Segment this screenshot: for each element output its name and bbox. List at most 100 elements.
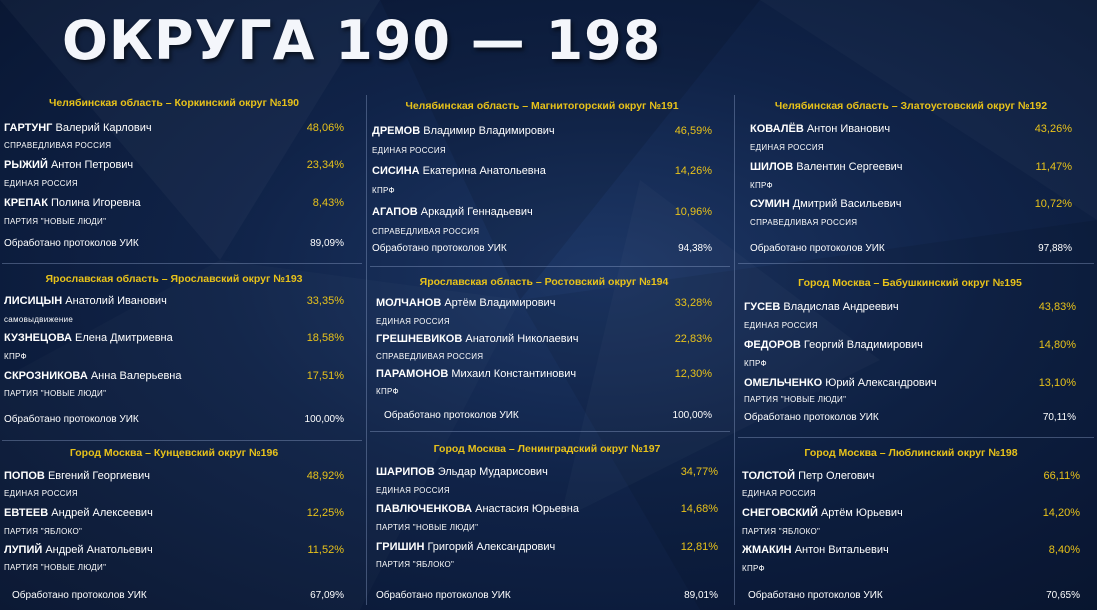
processed-value: 70,11% (1042, 411, 1076, 423)
candidate-row: КУЗНЕЦОВА Елена Дмитриевна 18,58% (4, 330, 344, 346)
candidate-name: Георгий Владимирович (803, 339, 923, 351)
candidate-party: ЕДИНАЯ РОССИЯ (4, 489, 78, 498)
candidate-percent: 34,77% (680, 466, 718, 478)
candidate-name: Эльдар Мударисович (437, 466, 548, 478)
district-card-193: Ярославская область – Ярославский округ … (4, 272, 344, 432)
processed-label: Обработано протоколов УИК (376, 589, 511, 601)
candidate-party: ЕДИНАЯ РОССИЯ (372, 146, 446, 155)
candidate-row: СУМИН Дмитрий Васильевич 10,72% (750, 196, 1072, 212)
candidate-party: ЕДИНАЯ РОССИЯ (744, 321, 818, 330)
row-divider (370, 266, 730, 267)
candidate-percent: 46,59% (674, 125, 712, 137)
processed-value: 67,09% (310, 589, 344, 601)
candidate-surname: СНЕГОВСКИЙ (742, 507, 818, 519)
candidate-name: Валентин Сергеевич (796, 161, 903, 173)
candidate-party: самовыдвижение (4, 315, 74, 324)
processed-label: Обработано протоколов УИК (384, 409, 519, 421)
candidate-percent: 48,92% (306, 470, 344, 482)
processed-value: 89,09% (310, 237, 344, 249)
candidate-name: Андрей Анатольевич (45, 544, 153, 556)
candidate-row: ШИЛОВ Валентин Сергеевич 11,47% (750, 159, 1072, 175)
candidate-percent: 33,35% (306, 295, 344, 307)
candidate-percent: 17,51% (306, 370, 344, 382)
processed-row: Обработано протоколов УИК 70,65% (748, 588, 1080, 602)
district-header: Ярославская область – Ростовский округ №… (419, 276, 669, 288)
district-card-190: Челябинская область – Коркинский округ №… (4, 96, 344, 256)
candidate-party: ЕДИНАЯ РОССИЯ (742, 489, 816, 498)
candidate-name: Григорий Александрович (427, 541, 556, 553)
processed-value: 70,65% (1046, 589, 1080, 601)
candidate-name: Евгений Георгиевич (47, 470, 150, 482)
candidate-row: ПАВЛЮЧЕНКОВА Анастасия Юрьевна 14,68% (376, 501, 718, 517)
candidate-party: ЕДИНАЯ РОССИЯ (750, 143, 824, 152)
candidate-surname: ОМЕЛЬЧЕНКО (744, 377, 823, 389)
candidate-row: КРЕПАК Полина Игоревна 8,43% (4, 195, 344, 211)
processed-value: 100,00% (672, 409, 712, 421)
processed-label: Обработано протоколов УИК (372, 242, 507, 254)
candidate-name: Владимир Владимирович (423, 125, 555, 137)
candidate-row: ГАРТУНГ Валерий Карлович 48,06% (4, 120, 344, 136)
district-header: Город Москва – Кунцевский округ №196 (69, 447, 279, 459)
candidate-percent: 33,28% (674, 297, 712, 309)
candidate-surname: СКРОЗНИКОВА (4, 370, 88, 382)
candidate-row: ПАРАМОНОВ Михаил Константинович 12,30% (376, 366, 712, 382)
candidate-name: Антон Иванович (806, 123, 891, 135)
candidate-party: ПАРТИЯ "ЯБЛОКО" (742, 527, 821, 536)
candidate-name: Антон Петрович (50, 159, 134, 171)
candidate-surname: ГАРТУНГ (4, 122, 53, 134)
candidate-percent: 12,30% (674, 368, 712, 380)
district-header: Челябинская область – Коркинский округ №… (48, 97, 300, 109)
candidate-percent: 12,25% (306, 507, 344, 519)
candidate-percent: 14,80% (1038, 339, 1076, 351)
candidate-surname: ТОЛСТОЙ (742, 470, 796, 482)
candidate-percent: 12,81% (680, 541, 718, 553)
row-divider (2, 440, 362, 441)
candidate-row: ОМЕЛЬЧЕНКО Юрий Александрович 13,10% (744, 375, 1076, 391)
row-divider (738, 437, 1094, 438)
row-divider (2, 263, 362, 264)
candidate-surname: ШАРИПОВ (376, 466, 435, 478)
row-divider (370, 431, 730, 432)
candidate-percent: 14,20% (1042, 507, 1080, 519)
candidate-party: КПРФ (750, 181, 773, 190)
candidate-surname: ГРИШИН (376, 541, 425, 553)
candidate-surname: ЕВТЕЕВ (4, 507, 49, 519)
candidate-row: ГУСЕВ Владислав Андреевич 43,83% (744, 299, 1076, 315)
candidate-party: СПРАВЕДЛИВАЯ РОССИЯ (4, 141, 112, 150)
candidate-name: Анна Валерьевна (90, 370, 182, 382)
processed-value: 89,01% (684, 589, 718, 601)
candidate-percent: 13,10% (1038, 377, 1076, 389)
candidate-party: ПАРТИЯ "НОВЫЕ ЛЮДИ" (744, 395, 847, 404)
candidate-surname: СИСИНА (372, 165, 420, 177)
candidate-surname: КОВАЛЁВ (750, 123, 804, 135)
district-header: Челябинская область – Златоустовский окр… (774, 100, 1048, 112)
candidate-name: Юрий Александрович (825, 377, 937, 389)
candidate-party: ЕДИНАЯ РОССИЯ (376, 486, 450, 495)
candidate-name: Андрей Алексеевич (51, 507, 153, 519)
candidate-row: ЕВТЕЕВ Андрей Алексеевич 12,25% (4, 505, 344, 521)
candidate-surname: ПАРАМОНОВ (376, 368, 449, 380)
candidate-row: СИСИНА Екатерина Анатольевна 14,26% (372, 163, 712, 179)
candidate-row: РЫЖИЙ Антон Петрович 23,34% (4, 157, 344, 173)
candidate-surname: ГРЕШНЕВИКОВ (376, 333, 463, 345)
row-divider (738, 263, 1094, 264)
candidate-row: МОЛЧАНОВ Артём Владимирович 33,28% (376, 295, 712, 311)
processed-label: Обработано протоколов УИК (4, 237, 139, 249)
candidate-party: КПРФ (372, 186, 395, 195)
candidate-name: Елена Дмитриевна (75, 332, 173, 344)
processed-row: Обработано протоколов УИК 94,38% (372, 241, 712, 255)
candidate-row: ПОПОВ Евгений Георгиевич 48,92% (4, 468, 344, 484)
processed-label: Обработано протоколов УИК (4, 413, 139, 425)
district-header: Город Москва – Ленинградский округ №197 (433, 443, 661, 455)
candidate-surname: АГАПОВ (372, 206, 418, 218)
candidate-name: Владислав Андреевич (783, 301, 899, 313)
candidate-party: ПАРТИЯ "НОВЫЕ ЛЮДИ" (4, 389, 107, 398)
candidate-party: ЕДИНАЯ РОССИЯ (4, 179, 78, 188)
district-card-198: Город Москва – Люблинский округ №198 ТОЛ… (742, 446, 1080, 606)
district-header: Челябинская область – Магнитогорский окр… (405, 100, 679, 112)
candidate-party: КПРФ (744, 359, 767, 368)
candidate-surname: МОЛЧАНОВ (376, 297, 442, 309)
processed-row: Обработано протоколов УИК 89,09% (4, 236, 344, 250)
candidate-row: ДРЕМОВ Владимир Владимирович 46,59% (372, 123, 712, 139)
candidate-surname: ДРЕМОВ (372, 125, 421, 137)
